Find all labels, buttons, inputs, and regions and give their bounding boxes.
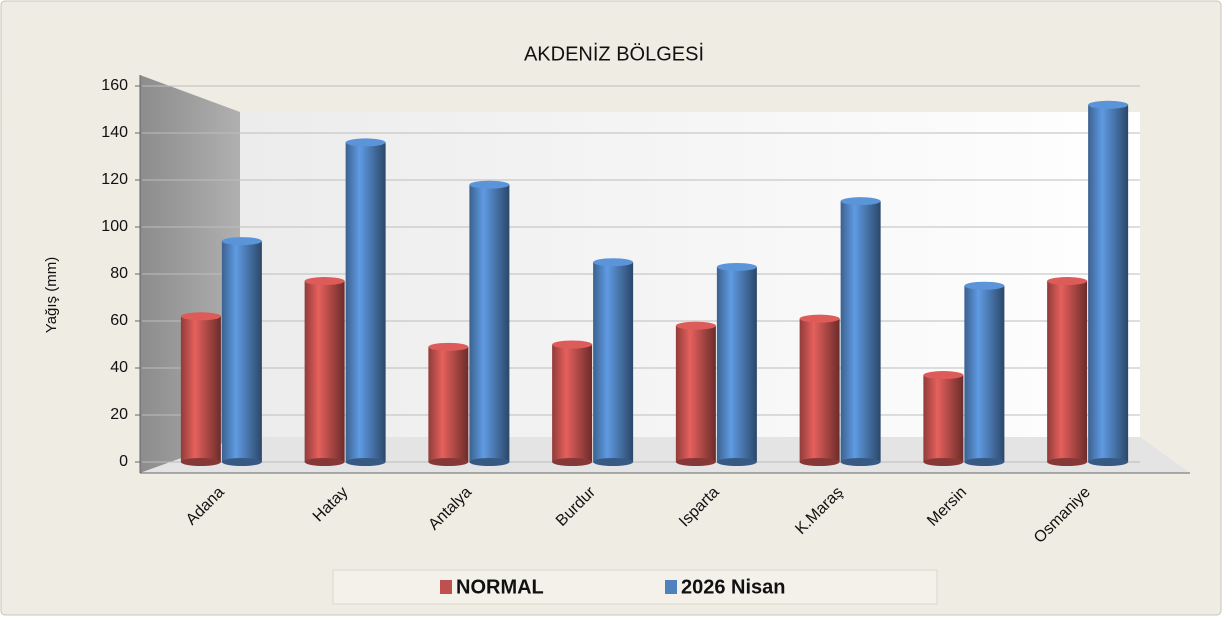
bar-base [964,458,1005,466]
y-tick-label: 0 [119,453,128,470]
bar [716,266,757,462]
bar-base [180,458,221,466]
bar [964,285,1005,462]
y-tick-label: 40 [110,359,128,376]
y-tick-label: 140 [101,124,128,141]
legend-label: NORMAL [456,576,544,598]
y-tick-label: 100 [101,218,128,235]
bar-base [469,458,510,466]
bar-top [552,340,593,349]
y-tick-label: 80 [110,265,128,282]
bar [428,346,469,462]
bar-base [428,458,469,466]
bar-base [840,458,881,466]
bar-top [840,197,881,206]
bar-top [1088,100,1129,109]
bar [923,375,964,462]
bar-top [304,277,345,286]
bar-base [221,458,262,466]
y-tick-label: 120 [101,171,128,188]
bar-base [593,458,634,466]
legend-label: 2026 Nisan [681,576,786,598]
legend [332,569,938,605]
bar-top [716,262,757,271]
bar-top [180,312,221,321]
bar [180,316,221,462]
bar-top [675,321,716,330]
bar-top [593,258,634,267]
y-tick-label: 60 [110,312,128,329]
y-tick-label: 20 [110,406,128,423]
bar [675,325,716,462]
bar-base [1088,458,1129,466]
y-axis-label: Yağış (mm) [43,257,60,333]
bar-top [221,237,262,246]
bar-base [304,458,345,466]
bar [1088,104,1129,463]
bar-top [923,371,964,380]
floor [140,437,1190,473]
bar-base [716,458,757,466]
bar-top [964,281,1005,290]
y-tick-label: 160 [101,77,128,94]
bar-top [428,342,469,351]
chart-title: AKDENİZ BÖLGESİ [524,42,704,65]
bar-top [469,180,510,189]
bar-base [552,458,593,466]
bar-top [799,314,840,323]
bar [345,142,386,462]
bar-base [923,458,964,466]
bar [552,344,593,462]
bar-base [799,458,840,466]
bar-base [675,458,716,466]
bar [469,184,510,462]
bar [1047,281,1088,462]
bar-base [345,458,386,466]
bar-top [1047,277,1088,286]
bar [799,318,840,462]
bar-base [1047,458,1088,466]
bar-top [345,138,386,147]
bar [221,241,262,462]
bar [593,262,634,462]
bar [840,201,881,462]
legend-swatch [665,580,677,594]
bar [304,281,345,462]
legend-swatch [440,580,452,594]
